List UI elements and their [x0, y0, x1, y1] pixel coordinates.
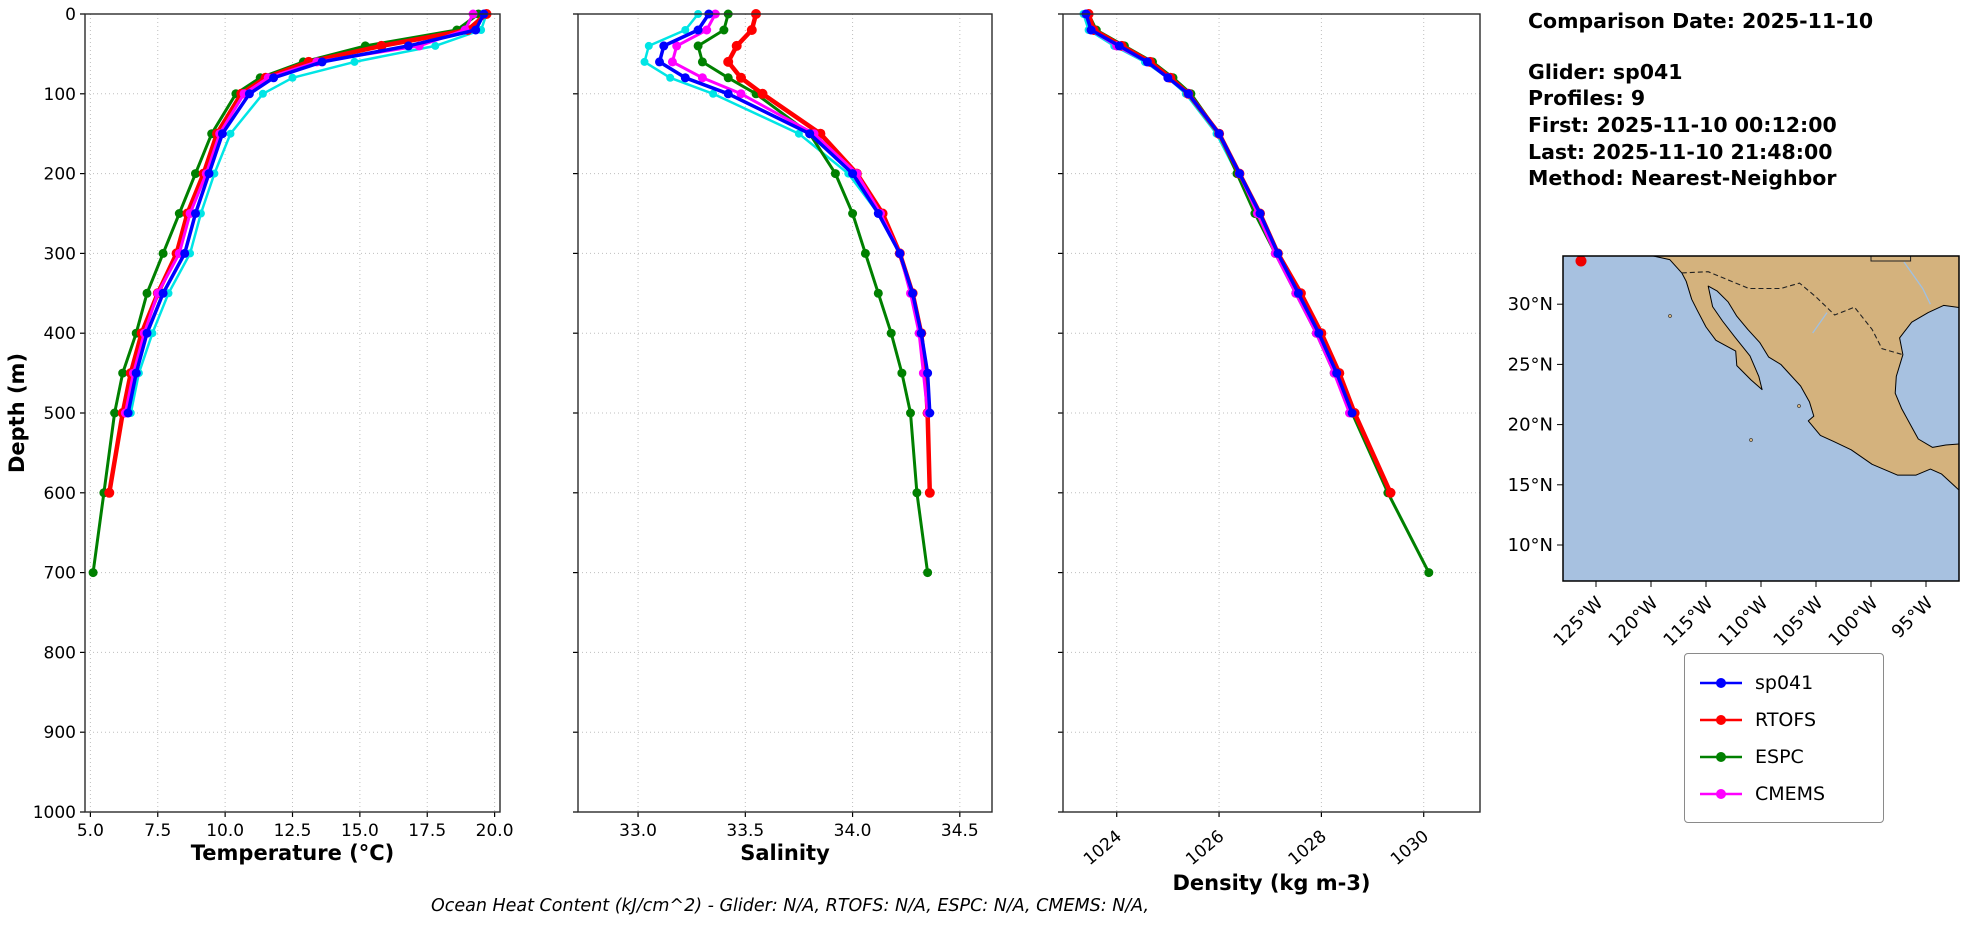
y-tick-label: 0: [65, 5, 76, 25]
legend-label: ESPC: [1755, 745, 1804, 768]
y-tick-label: 600: [44, 484, 76, 504]
x-tick-label: 34.0: [834, 821, 872, 841]
y-tick-label: 400: [44, 324, 76, 344]
x-tick-label: 33.5: [726, 821, 764, 841]
lon-tick-label: 115°W: [1659, 593, 1717, 651]
legend-line-marker-icon: [1700, 714, 1742, 725]
x-tick-label: 17.5: [408, 821, 446, 841]
model-legend: sp041 RTOFS ESPC CMEMS: [1684, 653, 1884, 823]
legend-item-rtofs: RTOFS: [1697, 701, 1871, 738]
lat-tick-label: 20°N: [1508, 415, 1553, 436]
comparison-date-text: Comparison Date: 2025-11-10: [1528, 9, 1874, 33]
x-tick-label: 33.0: [619, 821, 657, 841]
salinity-plot: 33.0 33.5 34.0 34.5 Salinity: [573, 9, 993, 865]
map-lon-ticks: 125°W 120°W 115°W 110°W 105°W 100°W 95°W: [1549, 581, 1938, 651]
state-border-line: [1870, 256, 1912, 262]
x-tick-label: 20.0: [476, 821, 514, 841]
lat-tick-label: 10°N: [1508, 535, 1553, 556]
x-tick-label: 1024: [1080, 827, 1126, 870]
y-tick-label: 1000: [33, 803, 76, 823]
legend-line-marker-icon: [1700, 677, 1742, 688]
y-tick-label: 200: [44, 165, 76, 185]
legend-item-sp041: sp041: [1697, 664, 1871, 701]
legend-line-marker-icon: [1700, 751, 1742, 762]
island-guadalupe: [1668, 314, 1672, 318]
map-land: [1652, 256, 1959, 491]
x-axis-label: Salinity: [740, 841, 830, 865]
legend-label: sp041: [1755, 671, 1814, 694]
method-text: Method: Nearest-Neighbor: [1528, 166, 1837, 191]
lon-tick-label: 125°W: [1549, 593, 1607, 651]
temperature-plot: 5.0 7.5 10.0 12.5 15.0 17.5 20.0 0 100 200 300 400 5…: [5, 5, 514, 865]
x-tick-label: 1026: [1182, 827, 1228, 870]
lat-tick-label: 25°N: [1508, 354, 1553, 375]
lon-tick-label: 95°W: [1888, 593, 1938, 643]
y-axis-label: Depth (m): [5, 353, 29, 473]
us-mexico-border: [1681, 271, 1904, 356]
y-tick-label: 500: [44, 404, 76, 424]
x-tick-label: 15.0: [341, 821, 379, 841]
x-axis-label: Temperature (°C): [191, 841, 394, 865]
x-tick-label: 5.0: [77, 821, 104, 841]
y-tick-label: 700: [44, 564, 76, 584]
glider-position-marker: [1575, 256, 1587, 267]
series-sp041: [1081, 9, 1357, 418]
first-profile-text: First: 2025-11-10 00:12:00: [1528, 112, 1837, 137]
legend-item-cmems: CMEMS: [1697, 775, 1871, 812]
island-socorro: [1749, 438, 1753, 442]
y-tick-label: 300: [44, 244, 76, 264]
lon-tick-label: 100°W: [1824, 593, 1882, 651]
info-spacer: [1528, 35, 1973, 59]
island-tres-marias: [1797, 404, 1801, 408]
y-tick-label: 100: [44, 85, 76, 105]
legend-label: RTOFS: [1755, 708, 1817, 731]
last-profile-text: Last: 2025-11-10 21:48:00: [1528, 139, 1833, 164]
ohc-caption: Ocean Heat Content (kJ/cm^2) - Glider: N…: [430, 896, 1150, 916]
x-tick-label: 1028: [1285, 827, 1331, 870]
legend-label: CMEMS: [1755, 782, 1826, 805]
lon-tick-label: 105°W: [1769, 593, 1827, 651]
info-panel: Comparison Date: 2025-11-10 Glider: sp04…: [1528, 8, 1973, 192]
x-tick-label: 10.0: [206, 821, 244, 841]
y-tick-label: 900: [44, 723, 76, 743]
y-tick-label: 800: [44, 643, 76, 663]
legend-line-marker-icon: [1700, 788, 1742, 799]
map-lat-ticks: 30°N 25°N 20°N 15°N 10°N: [1508, 294, 1563, 556]
location-map: 30°N 25°N 20°N 15°N 10°N 125°W 120°W 115…: [1508, 255, 1960, 651]
legend-item-espc: ESPC: [1697, 738, 1871, 775]
series-sp041: [123, 9, 489, 418]
lon-tick-label: 110°W: [1714, 593, 1772, 651]
lon-tick-label: 120°W: [1604, 593, 1662, 651]
series-sp041: [655, 9, 935, 418]
profiles-count-text: Profiles: 9: [1528, 86, 1646, 111]
lat-tick-label: 30°N: [1508, 294, 1553, 315]
river-line-1: [1903, 261, 1931, 305]
river-line-2: [1812, 312, 1828, 334]
x-tick-label: 34.5: [941, 821, 979, 841]
density-plot: 1024 1026 1028 1030 Density (kg m-3): [1058, 9, 1481, 895]
x-axis-label: Density (kg m-3): [1172, 871, 1370, 895]
x-tick-label: 1030: [1387, 827, 1433, 870]
glider-name-text: Glider: sp041: [1528, 59, 1683, 84]
x-tick-label: 7.5: [144, 821, 171, 841]
x-tick-label: 12.5: [274, 821, 312, 841]
lat-tick-label: 15°N: [1508, 475, 1553, 496]
